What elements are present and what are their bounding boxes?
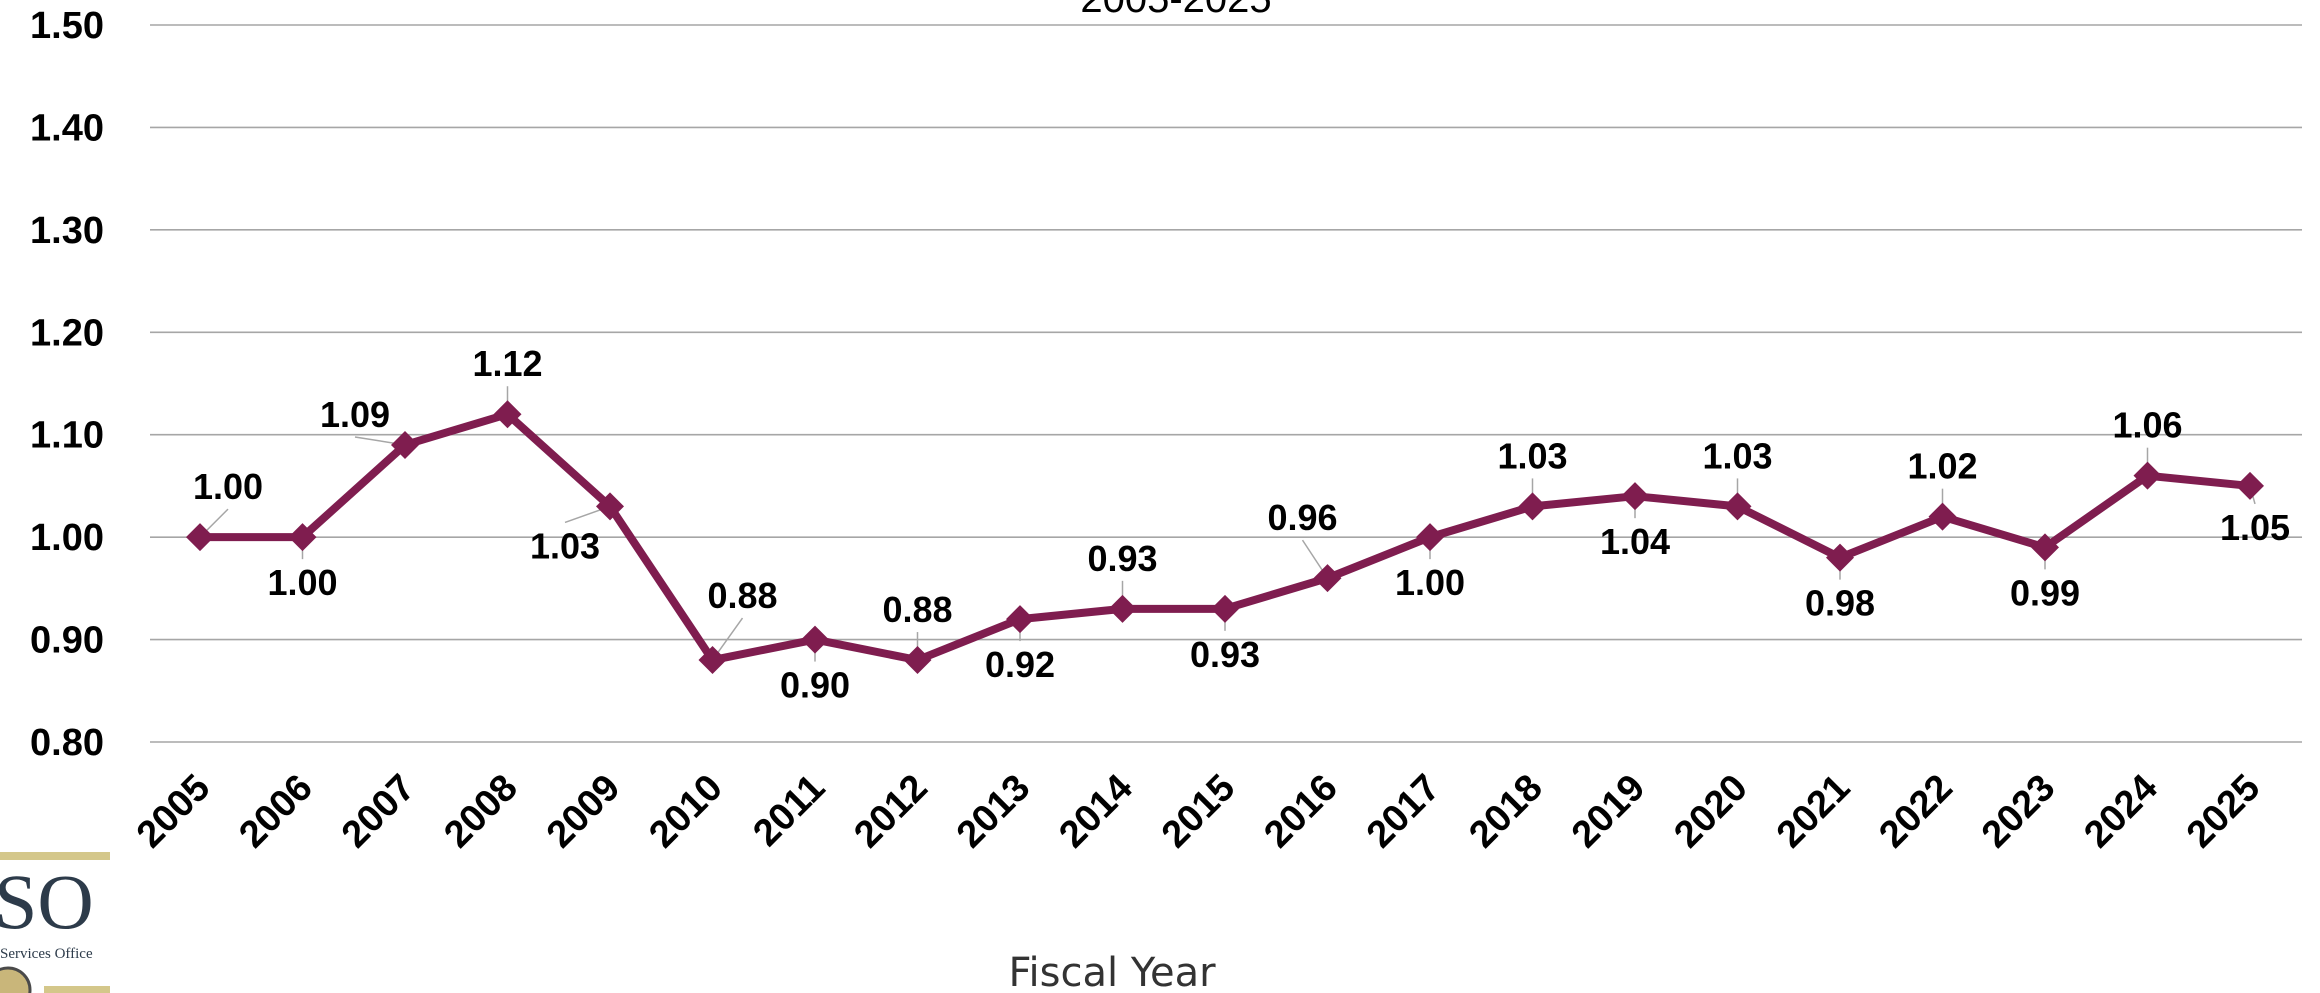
data-point-marker [2031, 533, 2059, 562]
data-point-marker [1518, 492, 1547, 521]
x-tick-label: 2019 [1564, 767, 1653, 856]
x-tick-label: 2011 [745, 767, 833, 855]
data-point-marker [596, 492, 624, 521]
data-point-marker [186, 523, 214, 552]
data-point-marker [1826, 543, 1854, 572]
data-point-marker [1723, 492, 1752, 521]
data-label: 1.00 [1395, 562, 1465, 603]
logo-accent-bar-bottom [44, 986, 110, 993]
data-label: 0.90 [780, 665, 850, 706]
x-tick-label: 2022 [1871, 767, 1960, 856]
data-labels: 1.00 1.00 1.09 1.12 1.03 0.88 0.90 0.88 0.92 0.93… [193, 343, 2290, 705]
data-label: 0.93 [1190, 634, 1260, 675]
x-tick-label: 2025 [2179, 767, 2268, 856]
x-tick-label: 2005 [129, 767, 218, 856]
chart-title: 2005-2025 [1080, 0, 1271, 21]
gridlines [150, 24, 2302, 743]
x-tick-label: 2017 [1359, 767, 1448, 856]
data-point-marker [1928, 502, 1957, 531]
x-tick-label: 2020 [1666, 767, 1755, 856]
data-point-marker [2133, 461, 2162, 490]
data-point-marker [903, 646, 932, 675]
x-tick-label: 2006 [231, 767, 320, 856]
data-point-marker [1313, 564, 1342, 593]
logo-tagline: Services Office [0, 946, 93, 962]
y-tick-label: 1.20 [30, 312, 104, 354]
x-tick-label: 2021 [1769, 767, 1858, 856]
x-tick-label: 2023 [1974, 767, 2063, 856]
data-label: 1.06 [2112, 405, 2182, 446]
x-tick-label: 2007 [334, 767, 423, 856]
y-tick-label: 1.10 [30, 415, 104, 457]
data-label: 0.93 [1087, 538, 1157, 579]
y-tick-label: 0.80 [30, 722, 104, 764]
y-tick-label: 1.30 [30, 210, 104, 252]
data-point-marker [2236, 471, 2264, 500]
data-label: 1.03 [530, 525, 600, 566]
data-markers [186, 400, 2264, 675]
x-tick-label: 2015 [1154, 767, 1243, 856]
y-axis-ticks: 0.80 0.90 1.00 1.10 1.20 1.30 1.40 1.50 [30, 5, 104, 764]
x-axis-ticks: 2005 2006 2007 2008 2009 2010 2011 2012 2013 2014… [129, 767, 2268, 856]
y-tick-label: 1.50 [30, 5, 104, 47]
data-point-marker [1108, 594, 1137, 623]
organization-logo: SO Services Office [0, 852, 110, 993]
data-label: 1.03 [1497, 435, 1567, 476]
data-label: 1.00 [193, 466, 263, 507]
data-label: 0.88 [882, 589, 952, 630]
data-label: 1.05 [2220, 507, 2290, 548]
data-point-marker [1006, 605, 1034, 634]
logo-accent-bar-top [0, 852, 110, 860]
data-label: 0.88 [707, 575, 777, 616]
data-label: 1.09 [320, 394, 390, 435]
x-axis-label: Fiscal Year [1008, 950, 1216, 993]
data-point-marker [391, 430, 419, 459]
data-label: 1.00 [267, 562, 337, 603]
data-point-marker [698, 646, 727, 675]
y-tick-label: 0.90 [30, 620, 104, 662]
logo-seal-icon [0, 966, 32, 993]
data-label: 1.12 [472, 343, 542, 384]
logo-letters: SO [0, 858, 94, 945]
data-label: 0.98 [1805, 583, 1875, 624]
y-tick-label: 1.40 [30, 107, 104, 149]
x-tick-label: 2014 [1051, 767, 1140, 856]
data-point-marker [801, 625, 829, 654]
data-label: 1.04 [1600, 521, 1670, 562]
y-tick-label: 1.00 [30, 517, 104, 559]
x-tick-label: 2010 [641, 767, 730, 856]
x-tick-label: 2013 [949, 767, 1038, 856]
x-tick-label: 2024 [2076, 767, 2165, 856]
data-label: 0.92 [985, 644, 1055, 685]
data-point-marker [1211, 594, 1239, 623]
x-tick-label: 2016 [1256, 767, 1345, 856]
data-label: 1.03 [1702, 435, 1772, 476]
data-point-marker [493, 400, 522, 429]
data-point-marker [1621, 482, 1649, 511]
data-point-marker [1416, 523, 1444, 552]
data-label: 0.96 [1267, 497, 1337, 538]
data-point-marker [288, 523, 317, 552]
data-label: 0.99 [2010, 572, 2080, 613]
data-label: 1.02 [1907, 446, 1977, 487]
x-tick-label: 2008 [436, 767, 525, 856]
x-tick-label: 2012 [846, 767, 935, 856]
x-tick-label: 2009 [539, 767, 628, 856]
x-tick-label: 2018 [1461, 767, 1550, 856]
